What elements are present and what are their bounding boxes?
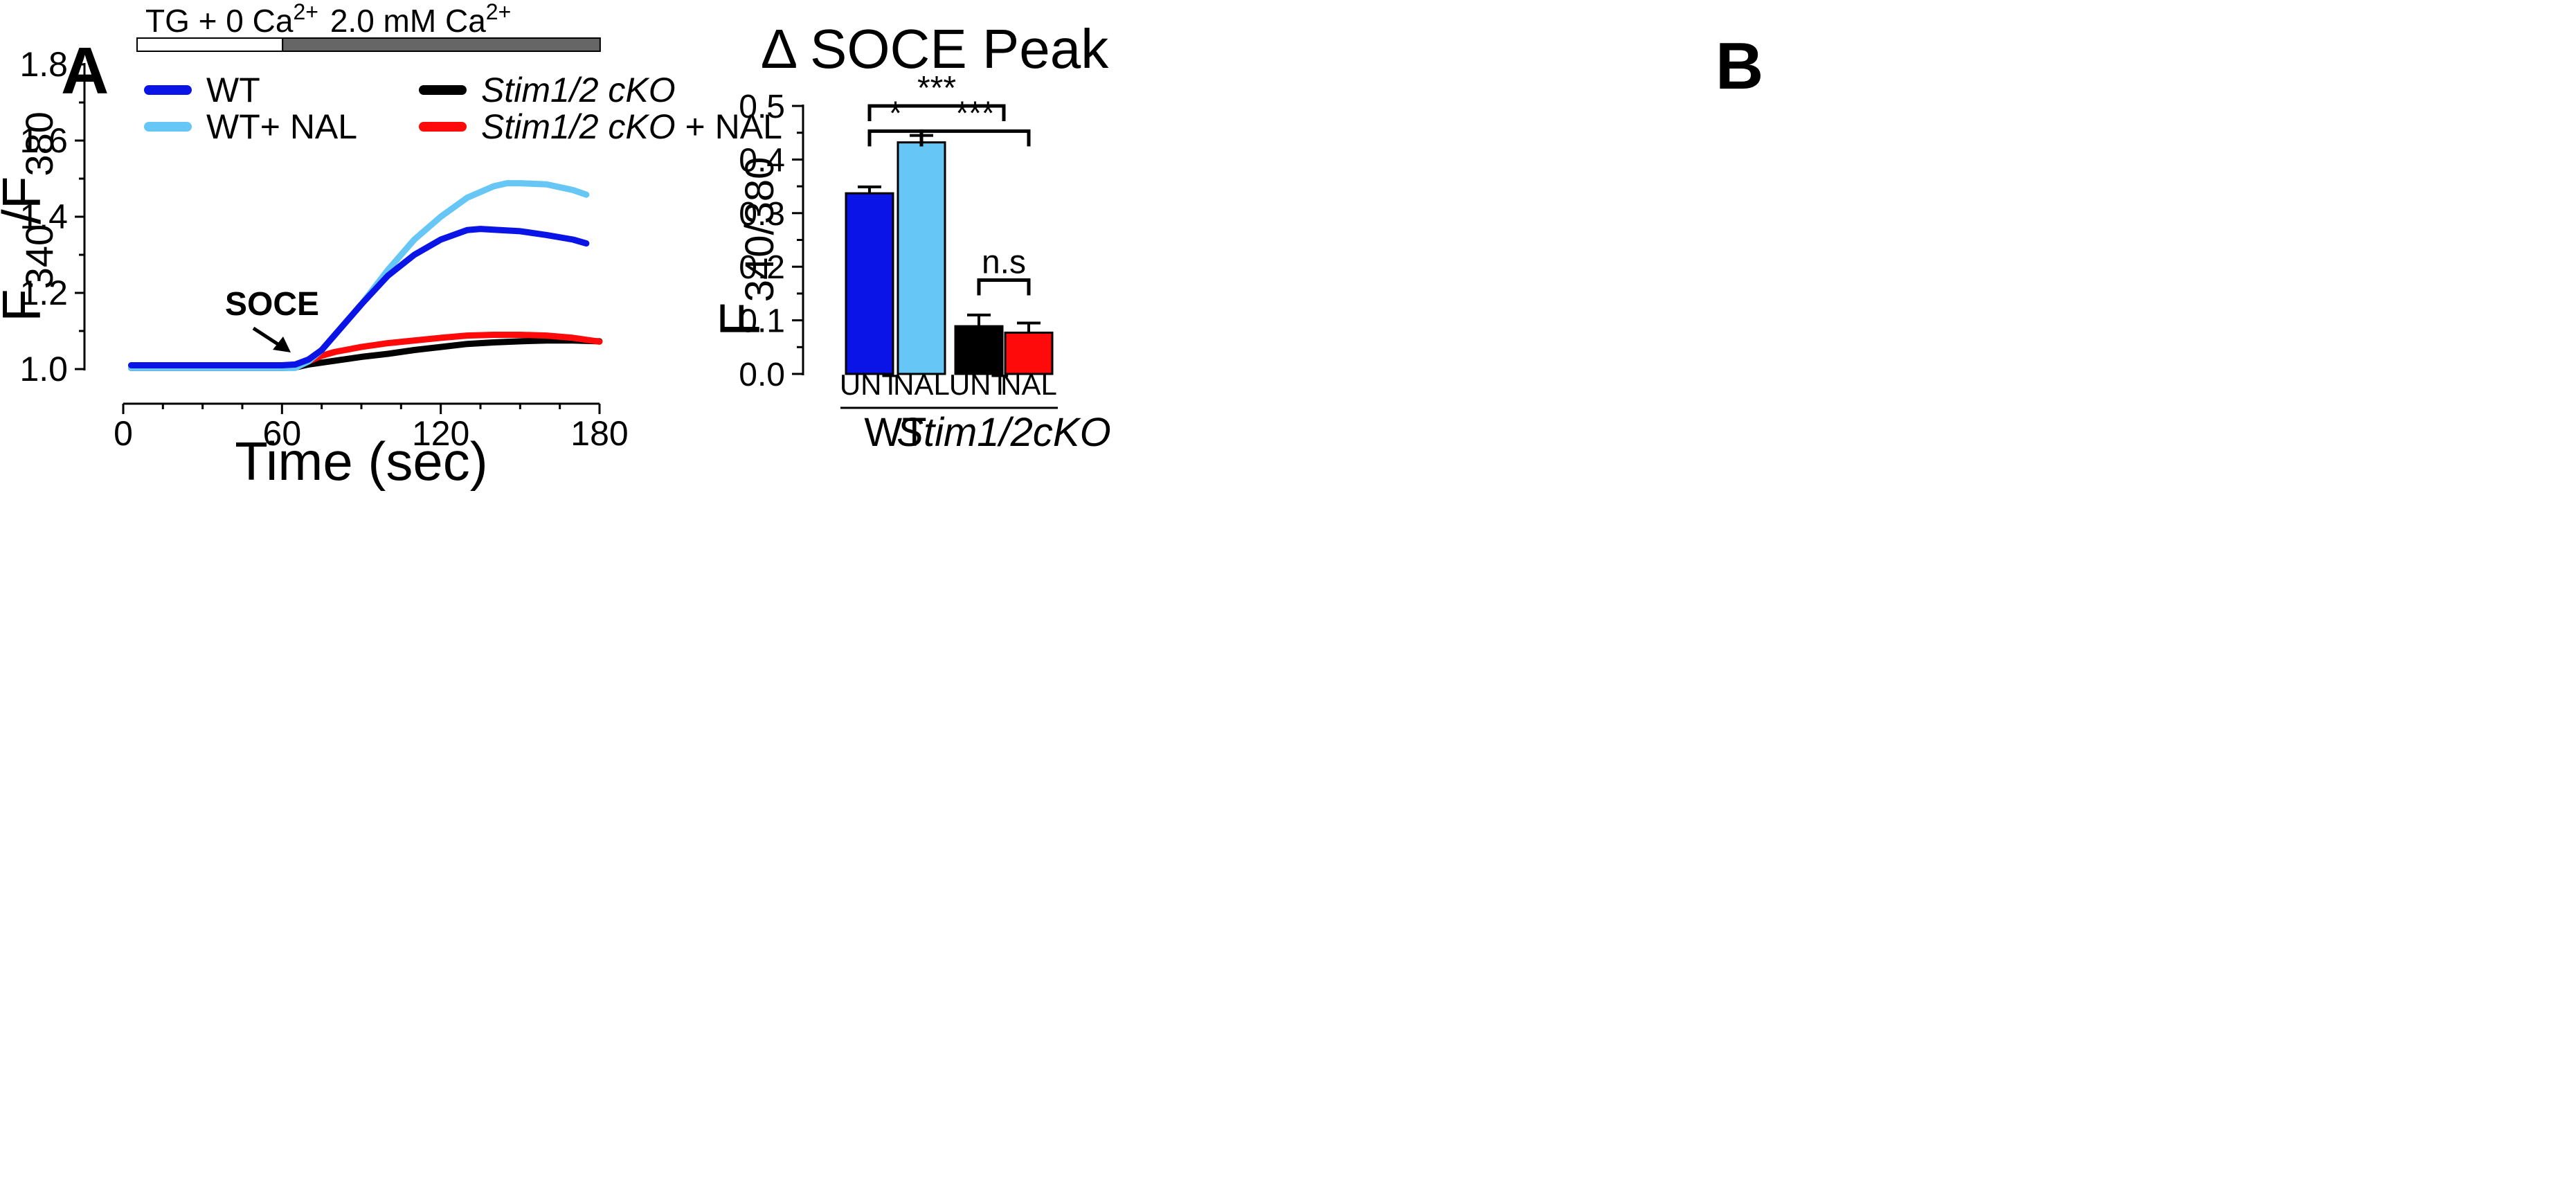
panel-a-x-axis-label: Time (sec)	[235, 431, 487, 492]
y-tick-label: 1.8	[19, 45, 68, 84]
y-tick-label: 0.3	[739, 196, 785, 233]
legend-label-wt: WT	[206, 71, 260, 109]
panel-a-series	[127, 180, 603, 371]
ylabel-a-f2: F	[0, 177, 52, 210]
series-line-wt	[127, 226, 590, 368]
y-tick-label: 0.0	[739, 357, 785, 393]
y-tick-label: 0.2	[739, 249, 785, 286]
y-tick-label: 1.0	[19, 350, 68, 388]
panel-b-significance: *******n.s	[867, 70, 1031, 296]
legend-item-wt-nal: WT+ NAL	[144, 107, 357, 146]
bar-wt	[845, 192, 894, 375]
treatment-bar: TG + 0 Ca2+ 2.0 mM Ca2+	[136, 0, 601, 52]
y-tick-label: 0.4	[739, 142, 785, 179]
treatment-label-text: TG + 0 Ca	[145, 3, 294, 39]
panel-b-label: B	[1715, 29, 1763, 103]
y-tick-label: 1.2	[19, 274, 68, 312]
panel-b-title: Δ SOCE Peak	[761, 18, 1110, 80]
treatment-segment-0	[136, 37, 284, 52]
panel-b-bars	[845, 134, 1054, 375]
legend-item-wt: WT	[144, 71, 260, 109]
category-label: UNT	[949, 368, 1009, 401]
legend-label-cko-nal: Stim1/2 cKO + NAL	[481, 107, 782, 146]
ylabel-a-sub1: 340	[17, 224, 61, 289]
legend-item-cko-nal: Stim1/2 cKO + NAL	[419, 107, 782, 146]
treatment-label-text: 2.0 mM Ca	[330, 3, 486, 39]
significance-label: *	[889, 95, 902, 132]
legend-label-cko-nal-suffix: + NAL	[676, 107, 782, 146]
treatment-label-0: TG + 0 Ca2+	[145, 0, 318, 39]
ylabel-b-f: F	[709, 302, 772, 337]
significance-bracket	[977, 278, 1031, 296]
ylabel-a-f1: F	[0, 289, 52, 322]
x-tick-label: 60	[263, 414, 302, 453]
significance-label: ***	[917, 70, 956, 107]
x-tick-label: 120	[412, 414, 469, 453]
y-tick-label: 1.4	[19, 197, 68, 236]
group-label: Stim1/2cKO	[897, 410, 1110, 455]
panel-b-y-axis-label: F340/380	[709, 157, 782, 337]
panel-a-axes: 1.0 1.2 1.4 1.6 1.8 0 60 120 180	[19, 45, 628, 453]
ylabel-a-sub2: 380	[17, 111, 61, 176]
panel-a-legend: WT WT+ NAL Stim1/2 cKO Stim1/2 cKO + NAL	[144, 71, 782, 146]
bar-cko-nal	[1004, 331, 1054, 375]
soce-arrow-shaft	[252, 326, 282, 348]
treatment-label-1: 2.0 mM Ca2+	[330, 0, 511, 39]
soce-arrow	[252, 326, 291, 352]
panel-b-axes: 0.0 0.1 0.2 0.3 0.4 0.5	[739, 89, 804, 393]
y-tick-label: 0.1	[739, 303, 785, 340]
treatment-label-superscript: 2+	[293, 0, 318, 24]
treatment-segment-1	[282, 37, 601, 52]
x-tick-label: 0	[114, 414, 133, 453]
panel-b-bar-chart: Δ SOCE Peak 0.00.10.20.30.40.5 *******n.…	[709, 18, 1111, 455]
legend-label-cko-nal-name: Stim1/2 cKO	[481, 107, 676, 146]
treatment-label-superscript: 2+	[486, 0, 511, 24]
panel-a-y-axis-label: F340/F380	[0, 111, 61, 322]
category-label: NAL	[1000, 368, 1057, 401]
ylabel-a-slash: /	[0, 209, 52, 224]
significance-label: ***	[955, 95, 994, 132]
ylabel-b-sub: 340/380	[737, 157, 782, 303]
legend-label-cko: Stim1/2 cKO	[481, 71, 676, 109]
legend-label-wt-nal: WT+ NAL	[206, 107, 357, 146]
soce-arrow-head	[273, 337, 291, 352]
bar-wt-nal	[897, 141, 946, 375]
category-label: UNT	[840, 368, 899, 401]
panel-a-line-chart: TG + 0 Ca2+ 2.0 mM Ca2+ 1.01.21.41.61.80 6…	[0, 0, 782, 492]
group-label: WT	[864, 410, 926, 455]
y-tick-label: 0.5	[739, 89, 785, 125]
significance-bracket	[919, 129, 1031, 147]
soce-annotation-label: SOCE	[225, 286, 319, 323]
significance-label: n.s	[982, 244, 1026, 281]
legend-item-cko: Stim1/2 cKO	[419, 71, 676, 109]
y-tick-label: 1.6	[19, 121, 68, 160]
bar-cko	[954, 325, 1004, 375]
x-tick-label: 180	[570, 414, 628, 453]
significance-bracket	[867, 104, 1006, 121]
category-label: NAL	[893, 368, 950, 401]
